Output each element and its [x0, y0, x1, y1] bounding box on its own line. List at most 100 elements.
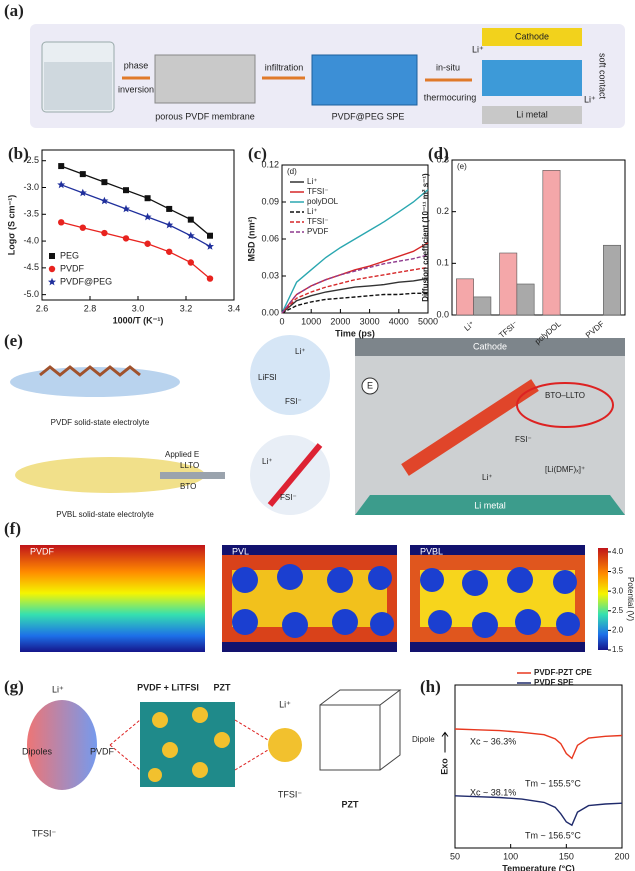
y-tick-label: -2.5 [23, 155, 39, 165]
x-tick-label: 0 [279, 316, 284, 326]
label: PVDF@PEG SPE [332, 111, 405, 121]
x-tick-label: 100 [503, 851, 518, 861]
label: FSI⁻ [285, 397, 302, 406]
filler [160, 472, 225, 479]
legend-marker [49, 253, 55, 259]
label: FSI⁻ [280, 493, 297, 502]
li-metal [355, 495, 625, 515]
legend-label: TFSI⁻ [307, 187, 329, 196]
label: FSI⁻ [515, 435, 532, 444]
series-line [281, 254, 429, 314]
bar [499, 252, 518, 316]
label: PZT [214, 682, 232, 692]
label: LLTO [180, 461, 199, 470]
unit-cell [319, 689, 402, 771]
marker [79, 224, 87, 231]
x-tick-label: 200 [614, 851, 629, 861]
legend-label: TFSI⁻ [307, 217, 329, 226]
label: Dipoles [22, 746, 53, 756]
marker [58, 163, 65, 170]
marker [207, 232, 213, 239]
legend-label: PVDF-PZT CPE [534, 668, 592, 677]
label: PVDF solid-state electrolyte [51, 418, 150, 427]
ion [268, 728, 302, 762]
panel-a: (a) phase inversion porous PVDF membrane… [4, 1, 625, 128]
marker [186, 231, 195, 240]
polymer-chain [39, 365, 141, 377]
panel-label: (c) [248, 144, 267, 163]
label: TFSI⁻ [278, 789, 302, 799]
y-tick-label: -5.0 [23, 289, 39, 299]
dipole-region [27, 700, 97, 790]
x-tick-label: 1000 [301, 316, 321, 326]
label: Li⁺ [482, 473, 492, 482]
series-line [454, 795, 623, 827]
marker [187, 216, 194, 223]
label: LiFSI [258, 373, 277, 382]
label: Li⁺ [472, 44, 484, 54]
label: Li⁺ [584, 94, 596, 104]
label: thermocuring [424, 92, 477, 102]
heatmap [20, 545, 205, 652]
colorbar-tick-label: 3.5 [612, 567, 624, 576]
membrane [154, 54, 256, 104]
x-tick-label: 3.0 [132, 303, 145, 313]
map-label: PVDF [30, 546, 55, 556]
panel-f: (f) PVDF PVL PVBL Potential (V) [4, 519, 635, 652]
x-tick-label: 2.8 [84, 303, 97, 313]
bubble [250, 335, 330, 415]
panel-e: (e) PVDF solid-state electrolyte LiFSI L… [4, 331, 625, 519]
colorbar-tick-label: 3.0 [612, 586, 624, 595]
y-tick-label: -4.5 [23, 262, 39, 272]
annotation: Tm ~ 155.5°C [525, 778, 581, 788]
label: BTO–LLTO [545, 391, 585, 400]
label: PVBL solid-state electrolyte [56, 510, 154, 519]
label: in-situ [436, 62, 460, 72]
series-line [454, 728, 623, 760]
bar [542, 170, 561, 316]
legend-label: Li⁺ [307, 177, 317, 186]
plot-frame [454, 684, 623, 849]
x-axis-label: Time (ps) [335, 328, 375, 338]
legend-label: PVDF [307, 227, 328, 236]
y-tick-label: 0.1 [436, 258, 449, 268]
label: Li⁺ [279, 699, 291, 709]
label: Applied E [165, 450, 199, 459]
label: Li⁺ [52, 684, 64, 694]
annotation: Tm ~ 156.5°C [525, 830, 581, 840]
label: PZT [342, 799, 360, 809]
marker [144, 195, 151, 202]
panel-label: (h) [420, 677, 441, 696]
spe-layer [482, 60, 582, 96]
marker [206, 242, 214, 250]
label: [Li(DMF)ₓ]⁺ [545, 465, 585, 474]
x-tick-label: 2000 [330, 316, 350, 326]
x-tick-label: TFSI⁻ [497, 319, 519, 340]
solution [44, 62, 112, 110]
y-tick-label: 0.06 [261, 233, 279, 243]
bar [456, 278, 474, 316]
marker [78, 188, 87, 197]
annotation: Xc ~ 38.1% [470, 787, 516, 797]
label: Li⁺ [262, 457, 272, 466]
marker [57, 180, 66, 189]
marker [166, 248, 173, 255]
colorbar-tick-label: 4.0 [612, 547, 624, 556]
exo-arrow [441, 731, 449, 753]
marker [143, 212, 152, 221]
y-tick-label: 0.00 [261, 307, 279, 317]
marker [122, 235, 130, 242]
y-tick-label: -3.0 [23, 182, 39, 192]
y-tick-label: 0.3 [436, 154, 449, 164]
fit-line [60, 165, 211, 237]
label: porous PVDF membrane [155, 111, 255, 121]
y-axis-label: Diffusion coefficient (10⁻¹¹ m² s⁻¹) [421, 173, 430, 302]
field-icon [361, 377, 379, 395]
legend-label: PVDF@PEG [60, 276, 112, 286]
colorbar-label: Potential (V) [626, 577, 635, 621]
plot-frame [451, 159, 626, 316]
legend-marker [48, 265, 56, 273]
inset-label: (e) [457, 162, 467, 171]
label: Cathode [473, 341, 507, 351]
map-label: PVL [232, 546, 249, 556]
